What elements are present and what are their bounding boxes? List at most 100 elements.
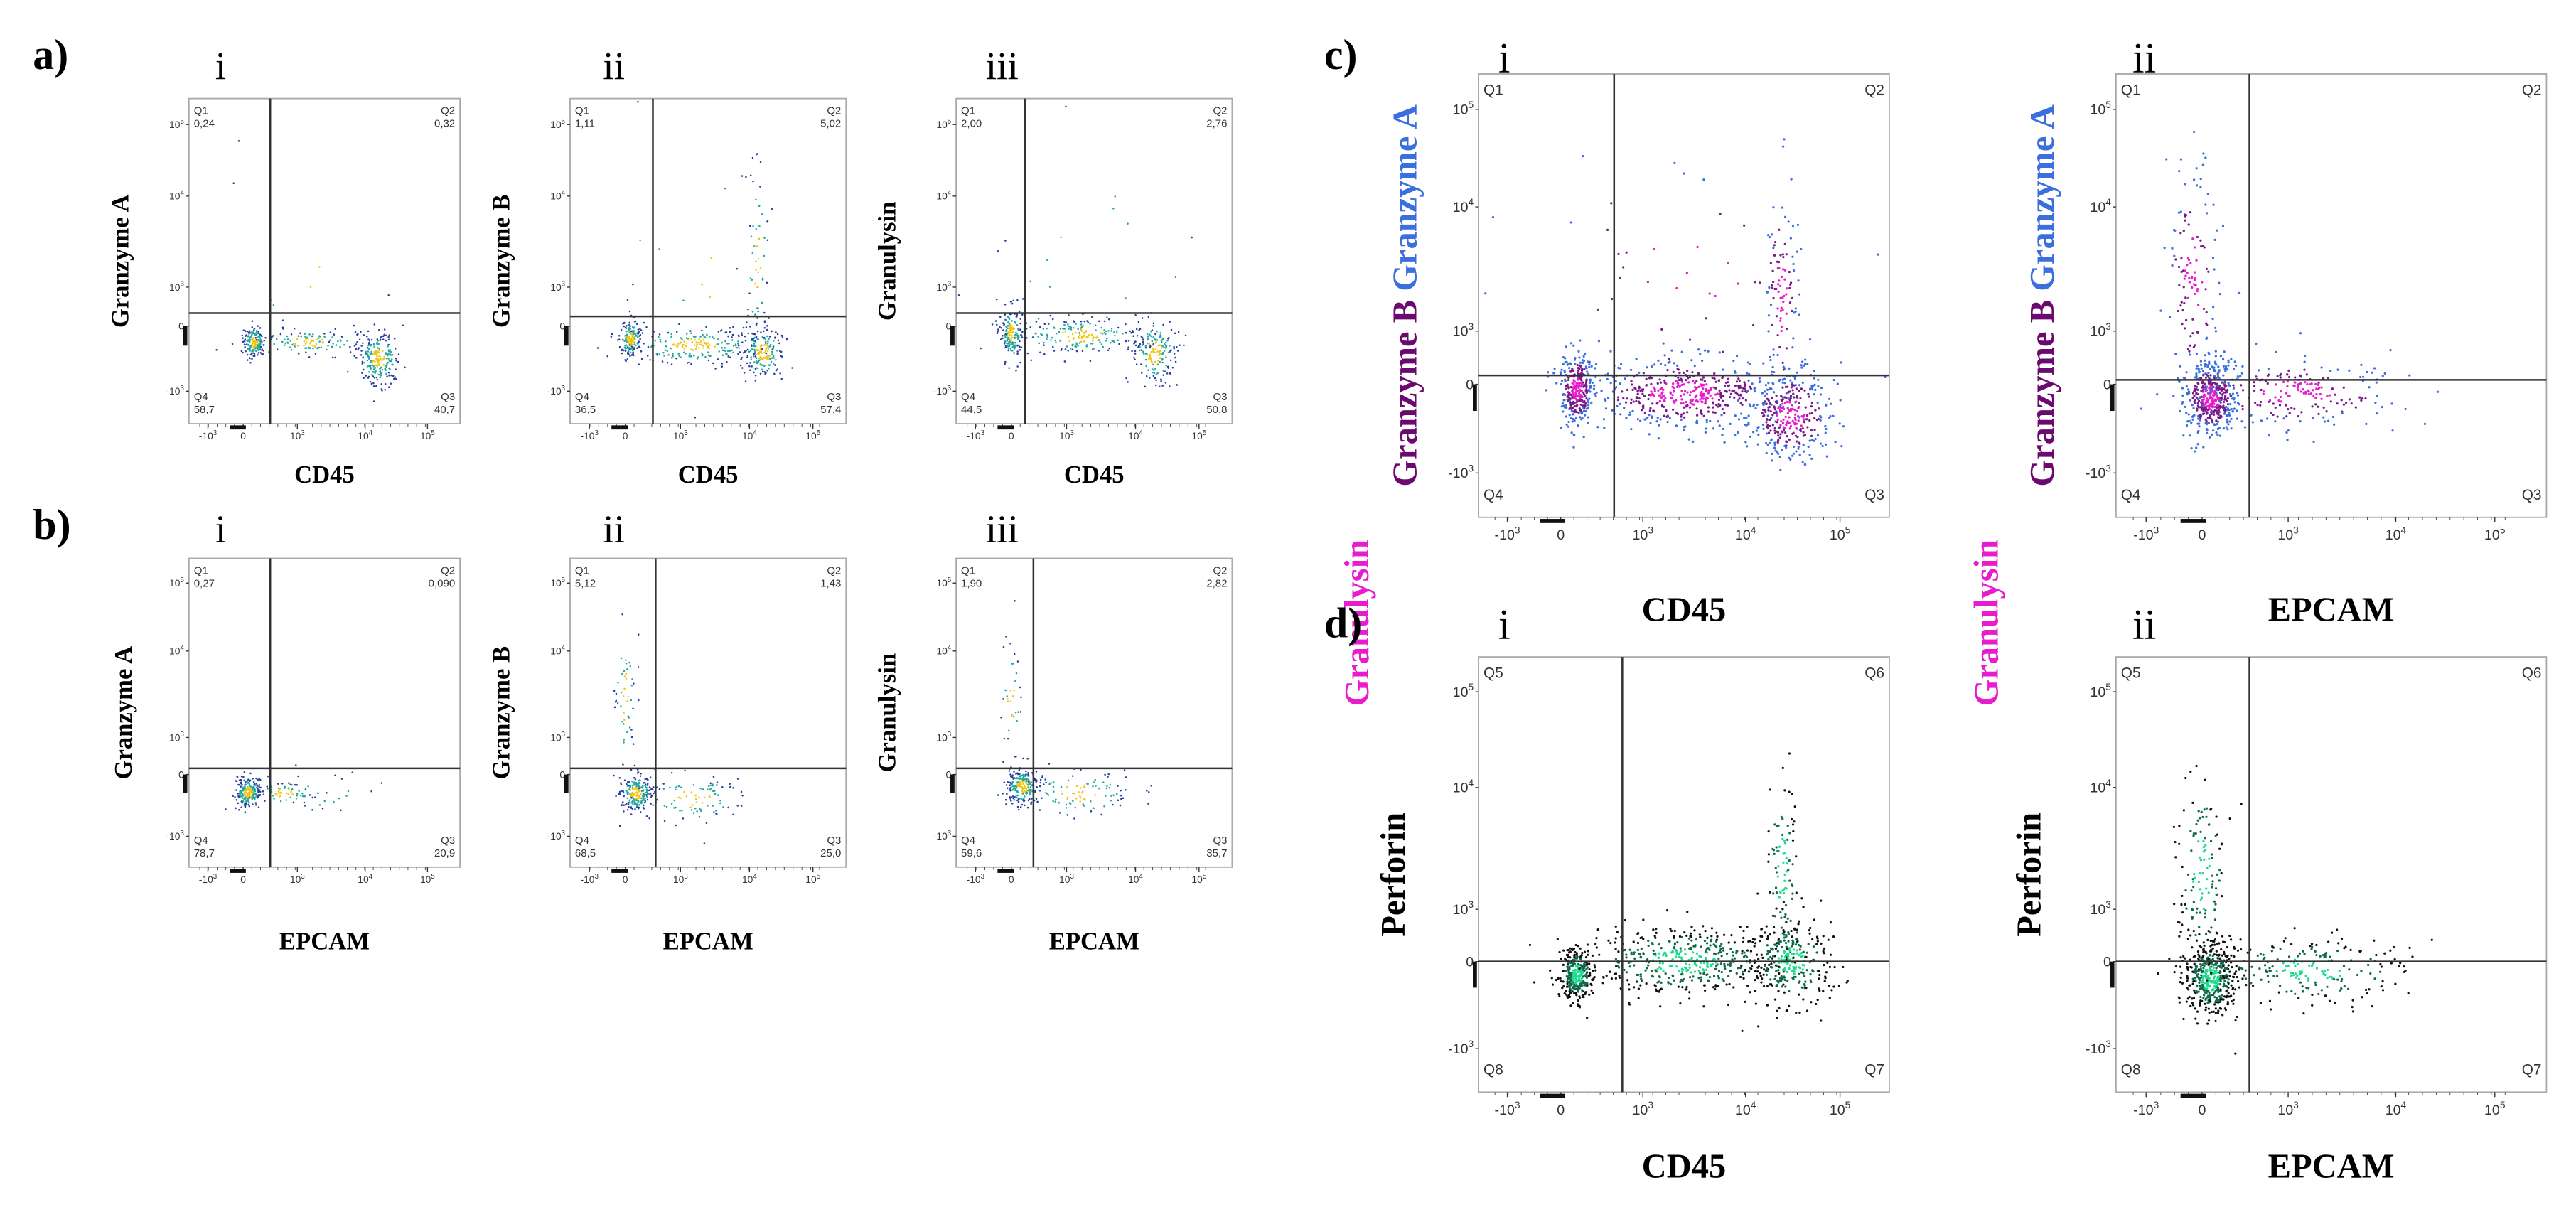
- event-dot: [215, 348, 218, 351]
- event-dot: [1785, 293, 1788, 296]
- event-dot: [1776, 418, 1779, 422]
- event-dot: [1024, 795, 1026, 798]
- event-dot: [679, 810, 681, 812]
- event-dot: [1759, 281, 1761, 284]
- event-dot: [1803, 421, 1805, 424]
- event-dot: [1112, 794, 1115, 797]
- event-dot: [633, 338, 636, 340]
- event-dot: [365, 350, 367, 353]
- event-dot: [1795, 440, 1798, 443]
- event-dot: [1743, 417, 1746, 419]
- event-dot: [749, 362, 751, 364]
- event-dot: [1152, 375, 1155, 377]
- event-dot: [692, 783, 695, 786]
- event-dot: [259, 336, 261, 339]
- event-dot: [1073, 817, 1075, 820]
- event-dot: [1782, 145, 1785, 148]
- event-dot: [997, 328, 999, 331]
- event-dot: [1772, 206, 1775, 209]
- event-dot: [1630, 380, 1633, 382]
- event-dot: [1572, 446, 1575, 449]
- event-dot: [259, 348, 261, 350]
- y-label-part: Granzyme B: [1386, 300, 1424, 487]
- event-dot: [1638, 371, 1641, 374]
- event-dot: [1150, 331, 1152, 333]
- event-dot: [1804, 358, 1807, 361]
- event-dot: [1761, 412, 1764, 414]
- event-dot: [1080, 320, 1083, 323]
- event-dot: [1647, 397, 1650, 401]
- event-dot: [630, 354, 633, 356]
- y-tick-label: 104: [936, 189, 951, 201]
- event-dot: [703, 842, 706, 844]
- event-dot: [1581, 383, 1584, 386]
- event-dot: [243, 779, 245, 782]
- event-dot: [1766, 418, 1769, 421]
- event-dot: [1156, 350, 1159, 353]
- event-dot: [1053, 781, 1055, 783]
- event-dot: [1589, 385, 1592, 387]
- event-dot: [1573, 419, 1576, 422]
- event-dot: [724, 187, 726, 190]
- event-dot: [1024, 792, 1027, 795]
- tick-base: 10: [420, 874, 431, 885]
- event-dot: [1836, 382, 1839, 385]
- event-dot: [1800, 424, 1803, 427]
- event-dot: [365, 375, 367, 377]
- tick-exp: 3: [1469, 321, 1474, 332]
- event-dot: [1150, 335, 1152, 338]
- event-dot: [1127, 222, 1129, 225]
- event-dot: [243, 771, 246, 773]
- event-dot: [2200, 367, 2203, 370]
- event-dot: [1619, 382, 1621, 385]
- event-dot: [1752, 404, 1755, 408]
- event-dot: [314, 353, 317, 355]
- event-dot: [1697, 400, 1700, 403]
- event-dot: [646, 355, 649, 357]
- event-dot: [1755, 429, 1758, 432]
- event-dot: [2223, 350, 2226, 353]
- event-dot: [694, 794, 697, 797]
- event-dot: [2236, 409, 2238, 412]
- event-dot: [1103, 320, 1106, 323]
- event-dot: [240, 793, 243, 795]
- event-dot: [1079, 796, 1082, 799]
- event-dot: [254, 788, 257, 790]
- event-dot: [387, 353, 390, 355]
- event-dot: [244, 785, 246, 788]
- event-dot: [2204, 354, 2206, 357]
- event-dot: [689, 353, 691, 355]
- event-dot: [366, 346, 369, 349]
- event-dot: [1117, 799, 1120, 802]
- event-dot: [629, 789, 631, 791]
- tick-base: 0: [559, 768, 565, 780]
- event-dot: [681, 338, 683, 340]
- event-dot: [387, 336, 390, 338]
- event-dot: [702, 338, 704, 341]
- event-dot: [2218, 427, 2221, 429]
- event-dot: [675, 824, 677, 827]
- event-dot: [1117, 326, 1120, 329]
- event-dot: [1149, 353, 1152, 356]
- event-dot: [712, 776, 715, 778]
- event-dot: [2215, 386, 2218, 389]
- event-dot: [1630, 402, 1633, 404]
- event-dot: [374, 370, 377, 373]
- event-dot: [635, 785, 638, 788]
- quadrant-percent: 20,9: [434, 847, 455, 859]
- event-dot: [1015, 369, 1017, 372]
- event-dot: [370, 368, 372, 370]
- event-dot: [1648, 433, 1651, 436]
- event-dot: [1016, 350, 1019, 353]
- event-dot: [1775, 414, 1778, 417]
- event-dot: [1705, 396, 1708, 399]
- tick-base: 10: [805, 430, 817, 441]
- event-dot: [1010, 328, 1012, 331]
- event-dot: [1680, 390, 1683, 392]
- event-dot: [353, 324, 355, 327]
- event-dot: [1005, 636, 1007, 638]
- event-dot: [1766, 234, 1770, 237]
- tick-exp: 4: [180, 644, 184, 652]
- event-dot: [297, 335, 299, 338]
- event-dot: [253, 332, 256, 335]
